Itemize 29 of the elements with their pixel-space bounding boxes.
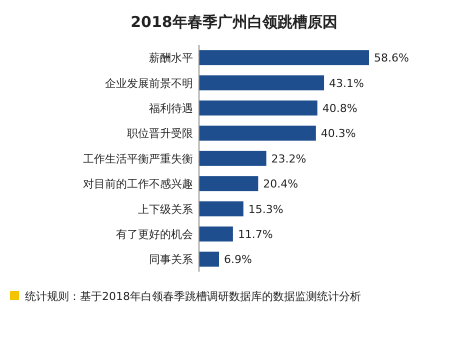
data-label: 40.8%	[322, 102, 358, 115]
bar	[199, 75, 324, 90]
bar	[199, 226, 233, 242]
chart-title: 2018年春季广州白领跳槽原因	[130, 13, 338, 31]
bar	[199, 201, 244, 216]
y-tick-label: 有了更好的机会	[116, 228, 193, 241]
data-label: 15.3%	[248, 202, 284, 216]
bar	[199, 50, 369, 66]
y-tick-label: 企业发展前景不明	[105, 76, 193, 90]
y-tick-label: 工作生活平衡严重失衡	[83, 152, 193, 166]
bar	[199, 150, 266, 166]
y-tick-label: 对目前的工作不感兴趣	[83, 178, 193, 191]
bar	[199, 126, 316, 141]
bar	[199, 252, 220, 267]
bar	[199, 176, 258, 192]
data-label: 20.4%	[263, 178, 298, 191]
data-label: 58.6%	[374, 52, 409, 65]
data-label: 40.3%	[320, 127, 356, 140]
y-tick-label: 薪酬水平	[149, 52, 193, 65]
data-label: 6.9%	[224, 253, 252, 266]
y-tick-label: 上下级关系	[138, 202, 193, 216]
data-label: 11.7%	[238, 228, 273, 241]
y-tick-label: 福利待遇	[149, 102, 193, 115]
data-label: 23.2%	[271, 152, 306, 166]
data-label: 43.1%	[329, 76, 364, 90]
text: 统计规则：基于2018年白领春季跳槽调研数据库的数据监测统计分析	[25, 290, 361, 303]
y-tick-label: 同事关系	[149, 253, 193, 266]
y-tick-label: 职位晋升受限	[127, 127, 193, 140]
bar	[199, 100, 318, 116]
